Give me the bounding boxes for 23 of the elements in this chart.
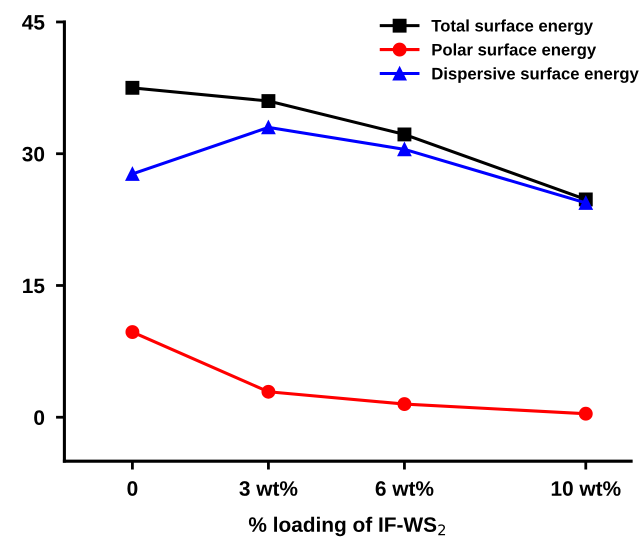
point: [125, 325, 140, 339]
y-tick-label: 15: [23, 278, 44, 294]
legend-label: Total surface energy: [431, 19, 593, 35]
x-tick-label: 3 wt%: [239, 481, 298, 496]
x-tick-label: 0: [127, 481, 138, 496]
legend-label: Dispersive surface energy: [432, 67, 639, 83]
y-tick-label: 30: [22, 146, 44, 162]
point: [261, 384, 276, 399]
y-tick-label: 45: [22, 15, 44, 30]
point: [397, 397, 412, 412]
x-tick-label: 10 wt%: [552, 481, 621, 496]
x-axis-title: % loading of IF-WS$_{2}$: [248, 516, 446, 536]
x-tick-label: 6 wt%: [376, 481, 434, 496]
point: [125, 80, 140, 95]
point: [261, 120, 276, 134]
point: [261, 94, 276, 108]
legend-label: Polar surface energy: [432, 43, 596, 59]
point: [397, 142, 412, 156]
point: [578, 406, 593, 421]
point: [578, 196, 593, 210]
point: [397, 127, 412, 142]
point: [125, 166, 140, 181]
y-tick-label: 0: [34, 410, 44, 425]
